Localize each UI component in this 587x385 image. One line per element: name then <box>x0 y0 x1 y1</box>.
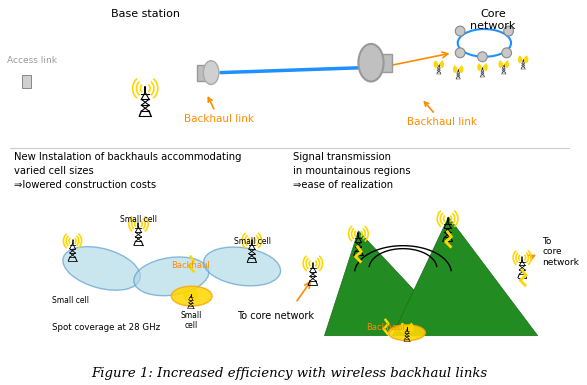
Bar <box>197 65 210 80</box>
Text: Backhaul link: Backhaul link <box>407 102 477 127</box>
Circle shape <box>478 52 487 62</box>
Text: Backhaul link: Backhaul link <box>184 97 254 124</box>
Text: Small cell: Small cell <box>234 237 271 246</box>
Circle shape <box>502 48 511 58</box>
Text: Signal transmission
in mountainous regions
⇒ease of realization: Signal transmission in mountainous regio… <box>294 152 411 190</box>
Text: Backhaul: Backhaul <box>366 323 405 332</box>
Text: Figure 1: Increased efficiency with wireless backhaul links: Figure 1: Increased efficiency with wire… <box>91 367 487 380</box>
Text: To core network: To core network <box>238 311 315 321</box>
Ellipse shape <box>63 247 140 290</box>
Circle shape <box>456 26 465 36</box>
Ellipse shape <box>171 286 212 306</box>
Ellipse shape <box>134 257 209 296</box>
Text: Base station: Base station <box>111 9 180 19</box>
Text: Backhaul: Backhaul <box>171 261 210 270</box>
Ellipse shape <box>359 44 383 82</box>
Text: To
core
network: To core network <box>542 237 579 266</box>
Bar <box>381 54 392 72</box>
Text: Small cell: Small cell <box>52 296 89 305</box>
Polygon shape <box>325 231 421 336</box>
Text: Spot coverage at 28 GHz: Spot coverage at 28 GHz <box>52 323 160 332</box>
Polygon shape <box>392 217 538 336</box>
Text: Core
network: Core network <box>470 9 516 31</box>
Ellipse shape <box>204 247 281 286</box>
Text: Small
cell: Small cell <box>180 311 201 330</box>
Ellipse shape <box>389 325 425 341</box>
Circle shape <box>456 48 465 58</box>
Text: Small cell: Small cell <box>120 215 157 224</box>
Text: New Instalation of backhauls accommodating
varied cell sizes
⇒lowered constructi: New Instalation of backhauls accommodati… <box>14 152 242 190</box>
Ellipse shape <box>203 61 219 84</box>
Text: Access link: Access link <box>7 56 57 65</box>
Circle shape <box>504 26 514 36</box>
Bar <box>22 75 31 89</box>
